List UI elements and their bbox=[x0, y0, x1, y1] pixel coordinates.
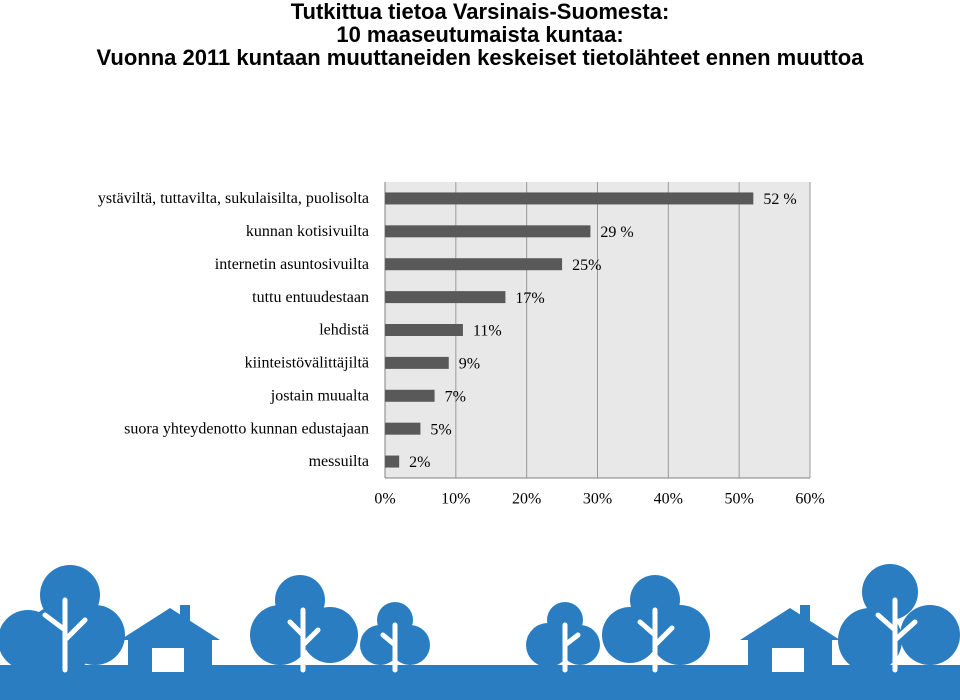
x-tick-label: 30% bbox=[583, 491, 612, 508]
y-tick-label: suora yhteydenotto kunnan edustajaan bbox=[124, 420, 369, 437]
bar bbox=[385, 291, 506, 304]
bar bbox=[385, 422, 421, 435]
x-tick-label: 20% bbox=[512, 491, 541, 508]
x-tick-label: 10% bbox=[441, 491, 470, 508]
title-line: Tutkittua tietoa Varsinais-Suomesta: bbox=[290, 0, 670, 24]
y-tick-label: ystäviltä, tuttavilta, sukulaisilta, puo… bbox=[98, 190, 369, 207]
chart-title: Tutkittua tietoa Varsinais-Suomesta: 10 … bbox=[90, 0, 870, 69]
value-label: 2% bbox=[409, 454, 430, 471]
y-tick-label: tuttu entuudestaan bbox=[252, 289, 369, 306]
y-tick-label: kunnan kotisivuilta bbox=[246, 223, 369, 240]
bar bbox=[385, 258, 563, 271]
x-tick-label: 0% bbox=[374, 491, 395, 508]
decoration bbox=[0, 564, 960, 700]
value-label: 29 % bbox=[600, 224, 633, 241]
y-tick-label: internetin asuntosivuilta bbox=[215, 256, 369, 273]
bar bbox=[385, 225, 591, 238]
y-tick-label: messuilta bbox=[309, 453, 369, 470]
value-label: 17% bbox=[515, 290, 544, 307]
bar bbox=[385, 192, 754, 205]
title-line: Vuonna 2011 kuntaan muuttaneiden keskeis… bbox=[96, 45, 864, 70]
x-tick-label: 60% bbox=[795, 491, 824, 508]
value-label: 11% bbox=[473, 323, 502, 340]
x-tick-label: 40% bbox=[654, 491, 683, 508]
y-tick-label: kiinteistövälittäjiltä bbox=[245, 355, 369, 372]
bar bbox=[385, 389, 435, 402]
bar bbox=[385, 324, 463, 336]
bar bbox=[385, 455, 400, 468]
value-label: 5% bbox=[430, 421, 451, 438]
value-label: 7% bbox=[445, 388, 466, 405]
title-line: 10 maaseutumaista kuntaa: bbox=[336, 22, 624, 47]
value-label: 52 % bbox=[763, 191, 796, 208]
value-label: 25% bbox=[572, 257, 601, 274]
y-tick-label: lehdistä bbox=[319, 322, 369, 339]
value-label: 9% bbox=[459, 356, 480, 373]
y-tick-label: jostain muualta bbox=[270, 387, 369, 404]
bar bbox=[385, 356, 449, 369]
x-tick-label: 50% bbox=[725, 491, 754, 508]
